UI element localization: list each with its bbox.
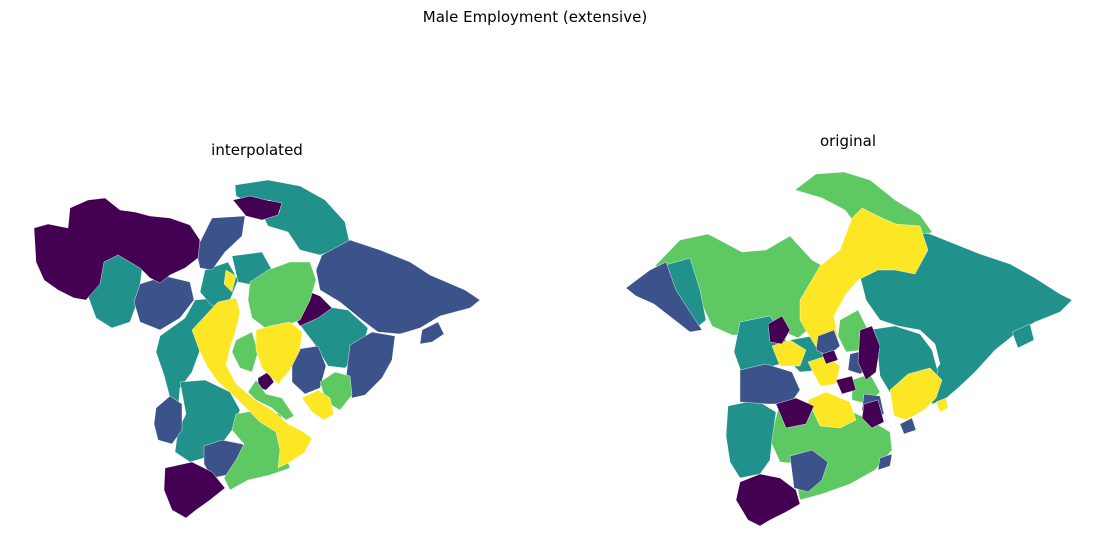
- region: [419, 321, 445, 345]
- region: [247, 261, 317, 331]
- region: [153, 395, 183, 445]
- region: [789, 449, 829, 493]
- region: [739, 363, 801, 405]
- region: [223, 269, 237, 293]
- region: [857, 325, 881, 381]
- region: [935, 397, 949, 413]
- region: [232, 195, 283, 221]
- region: [1011, 323, 1035, 349]
- region: [255, 321, 303, 385]
- region: [771, 339, 807, 367]
- region: [775, 397, 815, 429]
- region: [889, 367, 943, 421]
- region: [767, 315, 791, 345]
- region: [799, 207, 929, 361]
- region: [33, 197, 201, 301]
- region: [725, 399, 777, 479]
- region: [877, 453, 893, 471]
- region: [163, 461, 226, 519]
- region: [807, 391, 857, 429]
- region: [625, 261, 703, 333]
- panel-title-original: original: [819, 132, 877, 150]
- region: [191, 297, 313, 469]
- region: [835, 375, 857, 395]
- region: [859, 231, 1073, 405]
- region: [231, 331, 259, 373]
- interpolated-map: [33, 179, 481, 519]
- region: [899, 417, 917, 435]
- region: [821, 349, 839, 365]
- region: [291, 345, 327, 395]
- region: [861, 399, 885, 429]
- region: [735, 473, 801, 527]
- region: [247, 379, 295, 421]
- region: [301, 389, 335, 421]
- figure-title: Male Employment (extensive): [422, 8, 648, 26]
- region: [315, 239, 481, 335]
- panel-title-interpolated: interpolated: [211, 141, 303, 159]
- original-map: [625, 171, 1073, 527]
- region: [133, 275, 195, 331]
